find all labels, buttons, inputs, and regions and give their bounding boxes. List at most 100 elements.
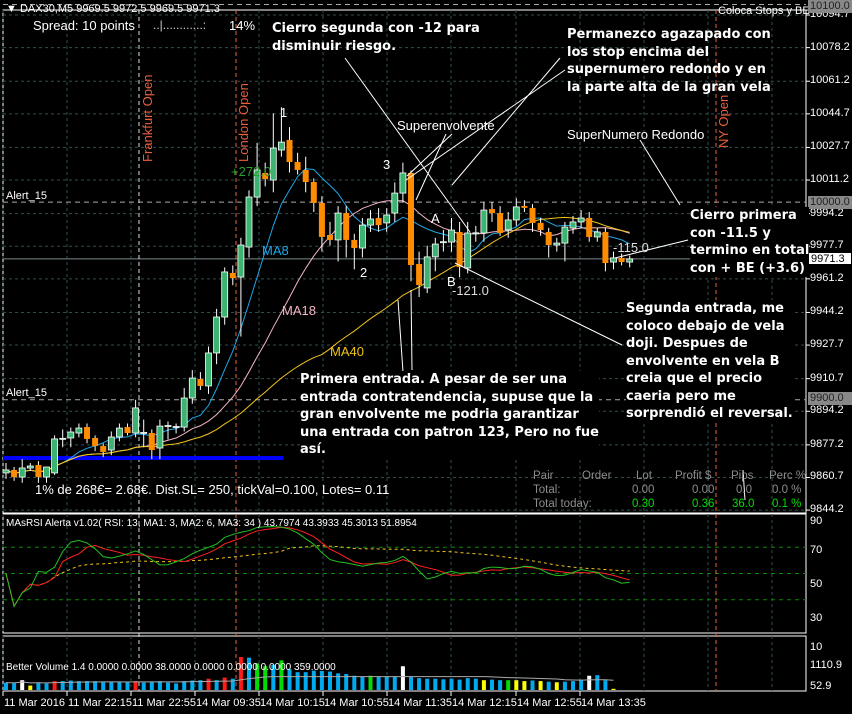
rsi-level-30: 30 [810, 612, 823, 624]
candle-bullish [67, 431, 75, 439]
annotation-arrow [415, 133, 447, 201]
volume-bar [238, 657, 243, 690]
candle-bullish [399, 172, 407, 194]
volume-bar [230, 678, 235, 690]
candle-bullish [156, 425, 164, 449]
volume-bar [76, 681, 81, 690]
annotation-line: coloco debajo de vela [626, 318, 785, 334]
volume-bar [449, 678, 454, 690]
annotation-arrow [614, 239, 689, 259]
today-pips: 36.0 [732, 498, 755, 510]
volume-bar [101, 681, 106, 690]
price-axis-label: 10061.2 [810, 74, 850, 87]
annotation-line: así. [300, 442, 326, 457]
annotation-line: con -11.5 y [690, 225, 771, 241]
swing-label-3: 3 [383, 157, 391, 172]
rsi-level-50: 50 [810, 578, 823, 590]
volume-bar [579, 679, 584, 690]
volume-bar [198, 680, 203, 690]
candle-bullish [180, 397, 188, 428]
volume-bar [214, 680, 219, 690]
annotation-line: Cierro segunda con -12 para [272, 21, 480, 36]
candle-bearish [302, 169, 309, 183]
rsi-panel-title: MAsRSI Alerta v1.02( RSI: 13, MA1: 3, MA… [6, 518, 417, 529]
annotation-permanezco: Permanezco agazapado con los stop encima… [567, 26, 771, 96]
volume-bar [271, 664, 276, 690]
candle-bullish [213, 316, 221, 354]
candle-bearish [92, 437, 99, 447]
annotation-line: Cierro primera [690, 208, 797, 223]
spread-bar: ..|............: [153, 18, 207, 32]
candle-bearish [262, 172, 269, 180]
volume-panel-title: Better Volume 1.4 0.0000 0.0000 38.0000 … [6, 662, 336, 673]
volume-bar [425, 678, 430, 690]
candle-bullish [626, 258, 634, 263]
volume-bar [141, 682, 146, 690]
time-axis-label: 14 Mar 10:55 [324, 697, 389, 709]
annotation-line: con + BE (+3.6) [690, 260, 805, 276]
candle-bullish [504, 219, 512, 231]
annotation-cierro-segunda: Cierro segunda con -12 para disminuir ri… [272, 20, 480, 55]
table-header: Lot [636, 470, 652, 482]
volume-bar [481, 680, 486, 690]
candle-bearish [286, 139, 293, 163]
time-axis-label: 14 Mar 11:35 [388, 697, 453, 709]
time-axis-label: 14 Mar 09:35 [196, 697, 261, 709]
spread-percent: 14% [229, 18, 256, 33]
annotation-line: Permanezco agazapado con [567, 27, 771, 42]
volume-bar [133, 681, 138, 690]
volume-bar [311, 670, 316, 690]
symbol-quote: DAX30,M5 9969.5 9972.5 9969.5 9971.3 [19, 3, 220, 15]
volume-bar [182, 681, 187, 690]
candle-bearish [318, 202, 325, 237]
candle-bullish [423, 256, 431, 289]
volume-bar [384, 676, 389, 690]
annotation-line: sorprendió el reversal. [626, 406, 793, 421]
price-axis-label: 9910.7 [810, 371, 844, 384]
collapse-triangle-icon[interactable]: ▼ [6, 3, 20, 15]
volume-bar [400, 666, 405, 690]
volume-bar [514, 680, 519, 690]
volume-bar [287, 669, 292, 690]
rsi-level-70: 70 [810, 544, 823, 556]
volume-bar [498, 680, 503, 690]
candle-bearish [489, 209, 495, 214]
candle-bearish [618, 257, 625, 263]
rsi-ma6-line [5, 526, 630, 608]
volume-bar [587, 675, 592, 690]
volume-bar [603, 680, 608, 690]
table-header: Perc % [769, 470, 807, 482]
volume-bar [490, 679, 494, 690]
candle-bullish [277, 141, 285, 151]
time-axis-label: 14 Mar 12:15 [452, 697, 517, 709]
candle-bullish [237, 244, 245, 278]
volume-average-line [5, 676, 614, 684]
candle-bearish [100, 446, 107, 452]
spread-text: Spread: 10 points [33, 18, 135, 33]
volume-bar [417, 678, 422, 690]
price-axis-label: 9844.2 [810, 503, 844, 516]
round-level-10100: 10100.0 [808, 0, 852, 13]
volume-bar [319, 670, 324, 690]
candle-bullish [116, 427, 123, 438]
rsi-ma34-line [5, 545, 630, 608]
candle-bearish [294, 162, 301, 170]
time-axis-label: 14 Mar 12:55 [517, 697, 582, 709]
volume-bar [109, 681, 114, 690]
candle-bearish [229, 272, 236, 279]
session-london-label: London Open [236, 83, 251, 162]
candle-bullish [464, 232, 472, 269]
rsi-level-10: 10 [810, 641, 823, 653]
volume-bar [85, 681, 89, 690]
candle-bearish [11, 469, 18, 478]
annotation-primera-entrada: Primera entrada. A pesar de ser una entr… [300, 371, 599, 459]
ma40-line [5, 216, 630, 475]
candle-bearish [310, 182, 317, 203]
annotation-arrow [410, 289, 413, 371]
candle-bearish [148, 433, 155, 450]
price-axis-label: 9860.7 [810, 470, 844, 483]
volume-bar [571, 681, 575, 690]
candle-bullish [132, 407, 140, 434]
candle-bullish [561, 226, 569, 244]
price-axis-label: 9961.2 [810, 271, 844, 284]
